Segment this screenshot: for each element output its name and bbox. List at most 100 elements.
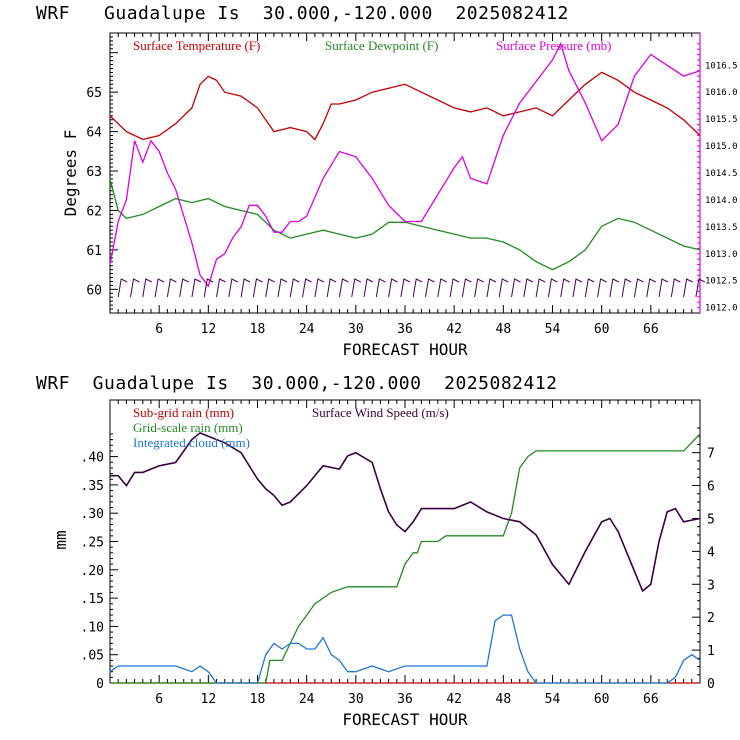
wind-barb — [633, 278, 644, 298]
top-x-tick-label: 42 — [446, 322, 462, 337]
wind-barb — [351, 278, 361, 298]
bottom-x-tick-label: 60 — [594, 692, 610, 707]
top-y2-tick-label: 1016.0 — [705, 88, 738, 98]
wind-barb — [437, 278, 448, 298]
integrated-cloud-line — [109, 614, 701, 684]
gridscale-rain-line — [110, 433, 701, 684]
legend-surface-dewpoint: Surface Dewpoint (F) — [325, 38, 438, 53]
wind-barb — [326, 278, 337, 298]
legend-surface-pressure: Surface Pressure (mb) — [496, 38, 612, 53]
dewpoint-line — [109, 178, 701, 271]
legend-surface-temperature: Surface Temperature (F) — [133, 38, 260, 53]
top-x-tick-label: 48 — [496, 322, 512, 337]
top-y-tick-label: 64 — [86, 126, 102, 141]
top-x-tick-label: 18 — [250, 322, 266, 337]
legend-wind-speed: Surface Wind Speed (m/s) — [312, 405, 449, 420]
wind-barb — [252, 278, 263, 298]
bottom-x-tick-label: 48 — [496, 692, 512, 707]
top-x-tick-label: 54 — [545, 322, 561, 337]
bottom-x-tick-label: 54 — [545, 692, 561, 707]
wind-barb — [338, 278, 349, 298]
top-x-tick-label: 24 — [299, 322, 315, 337]
bottom-y-tick-label: .15 — [81, 592, 104, 607]
bottom-y2-tick-label: 7 — [707, 447, 715, 462]
bottom-x-tick-label: 18 — [250, 692, 266, 707]
bottom-x-tick-label: 30 — [348, 692, 364, 707]
top-y2-tick-label: 1014.5 — [705, 169, 738, 179]
top-x-axis-label: FORECAST HOUR — [342, 340, 468, 359]
wind-speed-line — [110, 431, 701, 593]
bottom-y-tick-label: .35 — [81, 479, 104, 494]
wind-barb — [695, 278, 706, 298]
wind-barb — [560, 278, 570, 298]
wind-barb — [683, 278, 693, 298]
wind-barb — [523, 278, 534, 298]
wind-barb — [597, 278, 607, 298]
top-x-tick-label: 60 — [594, 322, 610, 337]
wind-barb — [216, 278, 226, 298]
wind-barb — [154, 278, 165, 298]
wind-barb — [670, 278, 681, 298]
bottom-y2-tick-label: 1 — [707, 644, 715, 659]
wind-barb — [277, 278, 288, 298]
top-y2-tick-label: 1015.5 — [705, 115, 738, 125]
wind-barb — [265, 278, 275, 298]
top-y2-tick-label: 1012.5 — [705, 277, 738, 287]
top-x-tick-label: 12 — [201, 322, 217, 337]
wind-barb — [486, 278, 497, 298]
bottom-y-tick-label: .30 — [81, 507, 104, 522]
wind-barb — [179, 278, 189, 298]
top-y2-tick-label: 1014.0 — [705, 196, 738, 206]
bottom-y2-tick-label: 0 — [707, 677, 715, 692]
bottom-x-tick-label: 24 — [299, 692, 315, 707]
top-y-tick-label: 60 — [86, 283, 102, 298]
wind-barb — [289, 278, 300, 298]
wind-barb — [388, 278, 398, 298]
top-y-tick-label: 63 — [86, 165, 102, 180]
temperature-line — [109, 71, 701, 141]
wind-barb — [142, 278, 153, 298]
top-y2-tick-label: 1013.5 — [705, 223, 738, 233]
bottom-y-tick-label: .10 — [81, 620, 104, 635]
wind-barb — [166, 278, 177, 298]
top-x-tick-label: 6 — [155, 322, 163, 337]
wind-barb — [191, 278, 202, 298]
wind-barb — [535, 278, 546, 298]
top-y2-tick-label: 1013.0 — [705, 250, 738, 260]
wind-barb — [511, 278, 521, 298]
wind-barb — [228, 278, 239, 298]
bottom-chart-title: WRF Guadalupe Is 30.000,-120.000 2025082… — [36, 373, 558, 394]
top-chart-title: WRF Guadalupe Is 30.000,-120.000 2025082… — [36, 3, 569, 24]
legend-integrated-cloud: Integrated cloud (mm) — [133, 435, 250, 450]
bottom-y-tick-label: .05 — [81, 649, 104, 664]
bottom-y-tick-label: .25 — [81, 536, 104, 551]
wind-barb — [400, 278, 411, 298]
bottom-x-tick-label: 36 — [397, 692, 413, 707]
wind-barb — [547, 278, 558, 298]
wind-barb — [474, 278, 484, 298]
wind-barb — [572, 278, 583, 298]
bottom-y2-tick-label: 5 — [707, 512, 715, 527]
bottom-y2-tick-label: 6 — [707, 480, 715, 495]
top-y-tick-label: 65 — [86, 86, 102, 101]
top-y-axis-label: Degrees F — [61, 130, 80, 217]
wind-barb — [609, 278, 620, 298]
bottom-x-axis-label: FORECAST HOUR — [342, 710, 468, 729]
bottom-y2-tick-label: 4 — [707, 545, 715, 560]
bottom-x-tick-label: 6 — [155, 692, 163, 707]
wind-barb — [302, 278, 312, 298]
wind-barb — [314, 278, 325, 298]
wind-barb — [584, 278, 595, 298]
bottom-y-tick-label: .20 — [81, 564, 104, 579]
wind-barb — [449, 278, 460, 298]
wind-barb — [129, 278, 140, 298]
bottom-x-tick-label: 42 — [446, 692, 462, 707]
bottom-y-tick-label: 0 — [96, 677, 104, 692]
wind-barb — [203, 278, 214, 298]
top-y2-tick-label: 1015.0 — [705, 142, 738, 152]
top-y2-tick-label: 1012.0 — [705, 304, 738, 314]
wind-barb — [658, 278, 669, 298]
legend-subgrid-rain: Sub-grid rain (mm) — [133, 405, 234, 420]
top-x-tick-label: 30 — [348, 322, 364, 337]
